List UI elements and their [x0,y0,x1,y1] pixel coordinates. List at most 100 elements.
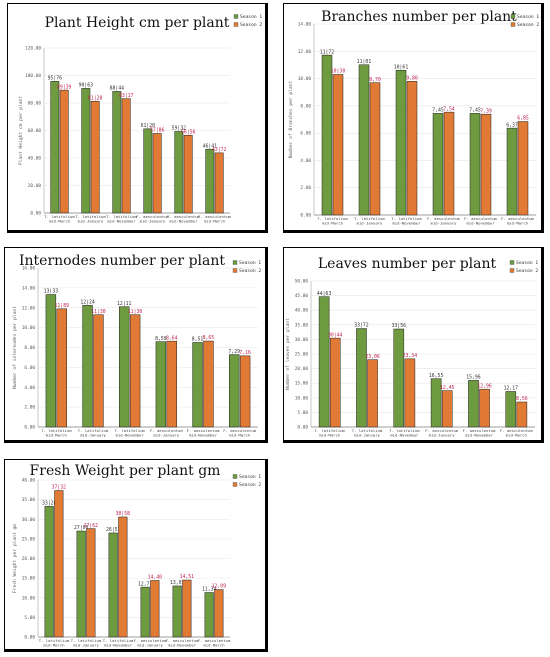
bar-season-2 [54,490,64,638]
value-label-season-1: 33|72 [354,323,369,329]
x-tick-label: T. latifolium [391,216,422,221]
x-tick-label: F. aesculentum [198,638,231,643]
bar-season-2 [214,152,224,214]
value-label-season-1: 13|33 [44,289,59,295]
y-tick-label: 20.00 [295,366,309,372]
bar-season-2 [406,81,418,216]
x-tick-label: T. latifolium [103,638,134,643]
bar-season-1 [205,148,215,214]
x-tick-label: F. aesculentum [223,428,256,433]
legend-label-season-1: Season 1 [240,14,262,20]
x-tick-label: mid-November [107,219,136,224]
x-tick-label: F. aesculentum [500,428,533,433]
legend-swatch-season-1 [509,260,515,265]
x-tick-label: mid-November [104,643,133,648]
value-label-season-1: 12|24 [80,300,95,306]
bar-season-1 [321,54,333,216]
value-label-season-1: 7,45 [469,108,481,114]
y-tick-label: 8.00 [300,103,311,109]
y-tick-label: 25.00 [22,536,36,542]
bar-season-1 [506,127,518,216]
y-tick-label: 100.00 [25,73,41,79]
value-label-season-1: 33|28 [42,501,57,507]
bar-season-1 [45,294,57,428]
bar-season-2 [441,390,453,428]
chart-title: Branches number per plant [321,9,517,25]
value-label-season-2: 11|30 [128,309,143,315]
bar-season-1 [395,69,407,216]
y-tick-label: 4.00 [300,158,311,164]
bar-season-1 [192,342,203,428]
x-tick-label: mid-January [73,643,99,648]
bar-season-1 [318,296,330,428]
x-tick-label: mid-January [153,433,179,438]
value-label-season-2: 8,64 [166,335,178,341]
bar-season-1 [112,91,122,214]
y-tick-label: 14.00 [22,285,36,291]
legend-label-season-1: Season 1 [516,260,538,266]
x-tick-label: F. aesculentum [463,428,496,433]
value-label-season-2: 8,65 [203,335,215,341]
value-label-season-1: 6,37 [506,122,518,128]
bar-season-2 [516,401,528,428]
x-tick-label: T. latifolium [114,428,145,433]
bar-season-1 [432,113,444,216]
x-tick-label: T. latifolium [352,428,383,433]
value-label-season-1: 12,71 [138,581,153,587]
x-tick-label: mid-November [189,433,218,438]
legend-label-season-1: Season 1 [517,14,539,20]
bar-season-1 [358,64,370,216]
x-tick-label: F. aesculentum [187,428,220,433]
x-tick-label: F. aesculentum [134,638,167,643]
bar-season-2 [93,314,104,428]
y-tick-label: 6.00 [24,365,35,371]
y-tick-label: 2.00 [300,185,311,191]
x-tick-label: mid-January [80,433,106,438]
x-tick-label: mid-November [168,643,197,648]
bar-season-1 [50,81,60,214]
y-tick-label: 25.00 [295,352,309,358]
x-tick-label: T. latifolium [106,214,137,219]
y-tick-label: 35.00 [22,497,36,503]
bar-season-2 [118,516,128,638]
value-label-season-1: 8,51 [192,337,204,343]
y-axis-label: Number of Branches per plant [288,81,294,159]
value-label-season-1: 27|00 [74,525,89,531]
x-tick-label: T. latifolium [71,638,102,643]
value-label-season-2: 30|58 [116,511,131,517]
bar-season-2 [332,74,344,216]
value-label-season-1: 46|41 [203,143,218,149]
value-label-season-1: 61|20 [141,123,156,129]
chart-panel-plant-height: Plant Height cm per plant 0.00 20.00 40.00 6… [7,3,268,233]
bar-season-2 [239,355,251,428]
y-tick-label: 12.00 [22,305,36,311]
value-label-season-2: 10|30 [331,69,346,75]
x-tick-label: mid-November [466,221,495,226]
y-axis-label: Fresh Weight per plant gm [12,524,18,593]
y-tick-label: 5.00 [24,615,35,621]
y-tick-label: 40.00 [295,308,309,314]
legend-label-season-2: Season 2 [239,268,261,274]
y-tick-label: 20.00 [22,556,36,562]
x-tick-label: mid-January [429,433,455,438]
value-label-season-2: 11|30 [91,309,106,315]
value-label-season-2: 7,16 [239,350,251,356]
bar-season-1 [204,592,214,638]
y-tick-label: 20.00 [28,183,42,189]
x-tick-label: mid-March [43,643,64,648]
x-tick-label: F. aesculentum [501,216,534,221]
x-tick-label: F. aesculentum [150,428,183,433]
value-label-season-1: 59|32 [172,126,187,132]
bar-season-2 [86,528,96,638]
x-tick-label: mid-March [322,221,343,226]
bar-season-2 [152,133,162,214]
value-label-season-1: 12|11 [117,301,132,307]
y-tick-label: 80.00 [28,101,42,107]
x-tick-label: mid-March [319,433,340,438]
value-label-season-1: 16,55 [429,373,444,379]
value-label-season-2: 11|89 [55,303,70,309]
chart-panel-fresh-weight: Fresh Weight per plant gm 0.00 5.00 10.00 15… [4,459,268,652]
value-label-season-2: 12,09 [212,584,227,590]
bar-season-1 [356,328,367,428]
legend-swatch-season-1 [232,260,238,265]
